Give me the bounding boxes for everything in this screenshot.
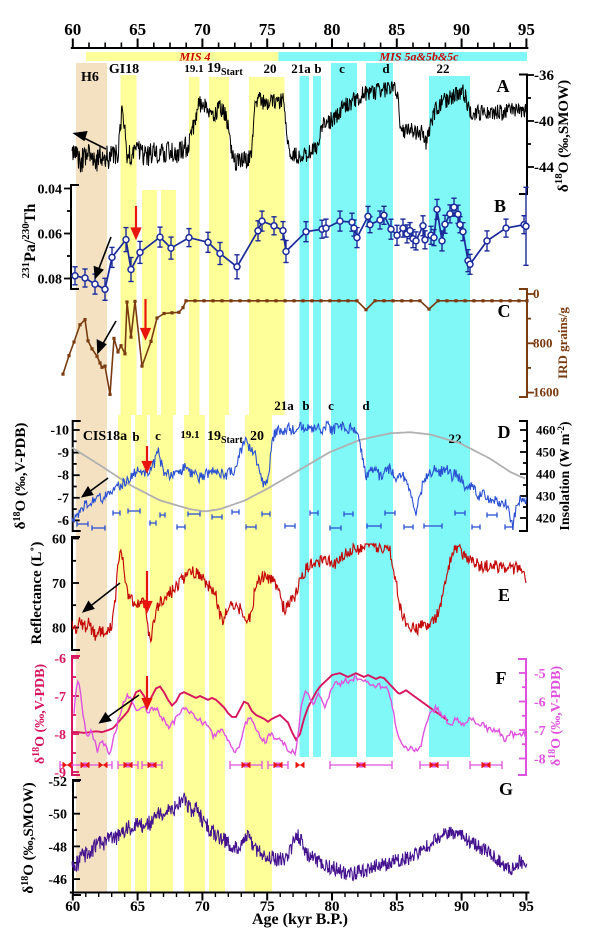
svg-text:65: 65 xyxy=(130,899,145,915)
svg-text:20: 20 xyxy=(264,61,277,76)
svg-text:A: A xyxy=(497,76,510,96)
svg-text:-5: -5 xyxy=(534,667,546,682)
svg-text:60: 60 xyxy=(64,20,81,39)
svg-text:-7: -7 xyxy=(534,724,546,739)
svg-text:δ18O (‰,SMOW): δ18O (‰,SMOW) xyxy=(553,80,572,192)
svg-text:Insolation (W m-2): Insolation (W m-2) xyxy=(556,421,573,530)
svg-text:-50: -50 xyxy=(48,808,67,823)
svg-text:C: C xyxy=(498,301,511,321)
svg-text:D: D xyxy=(498,422,511,442)
svg-text:460: 460 xyxy=(536,423,556,438)
svg-text:-8: -8 xyxy=(54,728,66,743)
svg-text:60: 60 xyxy=(65,899,80,915)
svg-text:-52: -52 xyxy=(48,775,67,790)
svg-text:-40: -40 xyxy=(534,114,554,130)
svg-text:GI18: GI18 xyxy=(109,62,139,77)
svg-text:85: 85 xyxy=(388,20,405,39)
svg-text:90: 90 xyxy=(454,899,469,915)
svg-text:-6: -6 xyxy=(54,652,66,667)
svg-text:231Pa/230Th: 231Pa/230Th xyxy=(20,204,39,279)
svg-text:MIS 4: MIS 4 xyxy=(178,50,210,64)
svg-text:20: 20 xyxy=(250,429,264,444)
svg-text:-46: -46 xyxy=(48,873,67,888)
svg-text:70: 70 xyxy=(195,899,210,915)
svg-text:70: 70 xyxy=(194,20,211,39)
svg-text:22: 22 xyxy=(437,61,450,76)
svg-text:c: c xyxy=(155,428,161,443)
svg-text:450: 450 xyxy=(536,445,556,460)
svg-text:19.1: 19.1 xyxy=(180,429,199,441)
svg-text:95: 95 xyxy=(518,20,535,39)
svg-text:IRD grains/g: IRD grains/g xyxy=(555,307,570,379)
svg-text:800: 800 xyxy=(533,335,553,350)
svg-text:0: 0 xyxy=(533,286,540,301)
svg-text:-9: -9 xyxy=(57,446,69,461)
svg-text:CIS18a: CIS18a xyxy=(83,429,127,444)
svg-text:-6: -6 xyxy=(534,696,546,711)
svg-text:c: c xyxy=(339,61,345,76)
svg-text:70: 70 xyxy=(52,577,66,592)
svg-text:-8: -8 xyxy=(534,753,546,768)
svg-text:δ18O (‰,SMOW): δ18O (‰,SMOW) xyxy=(20,782,38,893)
svg-text:c: c xyxy=(328,398,334,413)
svg-text:-10: -10 xyxy=(50,424,69,439)
svg-text:60: 60 xyxy=(52,533,66,548)
svg-text:δ18O (‰,V-PDB): δ18O (‰,V-PDB) xyxy=(31,664,49,765)
svg-text:0.08: 0.08 xyxy=(38,273,63,288)
svg-text:-48: -48 xyxy=(48,840,67,855)
svg-text:E: E xyxy=(498,585,510,605)
svg-text:δ18O (‰,V-PDB): δ18O (‰,V-PDB) xyxy=(547,666,565,767)
svg-text:21a: 21a xyxy=(274,398,294,413)
svg-text:b: b xyxy=(302,398,309,413)
svg-text:d: d xyxy=(382,61,390,76)
svg-text:MIS 5a&5b&5c: MIS 5a&5b&5c xyxy=(378,50,459,64)
svg-text:19.1: 19.1 xyxy=(184,63,203,75)
svg-text:0.04: 0.04 xyxy=(38,183,63,198)
svg-text:1600: 1600 xyxy=(533,385,559,400)
svg-text:b: b xyxy=(132,429,139,444)
svg-text:-6: -6 xyxy=(57,514,69,529)
svg-text:90: 90 xyxy=(453,20,470,39)
svg-text:F: F xyxy=(496,668,507,688)
svg-text:80: 80 xyxy=(325,899,340,915)
svg-text:85: 85 xyxy=(389,899,404,915)
svg-text:80: 80 xyxy=(324,20,341,39)
svg-text:Age (kyr B.P.): Age (kyr B.P.) xyxy=(252,911,348,928)
svg-text:-44: -44 xyxy=(534,160,554,176)
svg-text:0.06: 0.06 xyxy=(38,228,63,243)
svg-text:δ18O (‰,V-PDB): δ18O (‰,V-PDB) xyxy=(12,423,30,530)
svg-text:d: d xyxy=(362,398,370,413)
svg-text:b: b xyxy=(314,61,321,76)
svg-text:65: 65 xyxy=(129,20,146,39)
svg-text:Reflectance (L˚): Reflectance (L˚) xyxy=(29,542,45,645)
svg-text:430: 430 xyxy=(536,489,556,504)
svg-text:-9: -9 xyxy=(54,766,66,781)
svg-text:440: 440 xyxy=(536,467,556,482)
svg-text:420: 420 xyxy=(536,511,556,526)
svg-text:-7: -7 xyxy=(54,690,66,705)
svg-text:80: 80 xyxy=(52,622,66,637)
svg-text:75: 75 xyxy=(260,899,275,915)
svg-text:95: 95 xyxy=(519,899,534,915)
svg-text:75: 75 xyxy=(259,20,276,39)
svg-text:B: B xyxy=(494,196,506,216)
svg-text:21a: 21a xyxy=(291,61,311,76)
svg-text:-7: -7 xyxy=(57,491,69,506)
svg-text:H6: H6 xyxy=(81,70,99,85)
svg-text:-36: -36 xyxy=(534,68,554,84)
svg-text:G: G xyxy=(499,779,513,799)
svg-text:-8: -8 xyxy=(57,469,69,484)
